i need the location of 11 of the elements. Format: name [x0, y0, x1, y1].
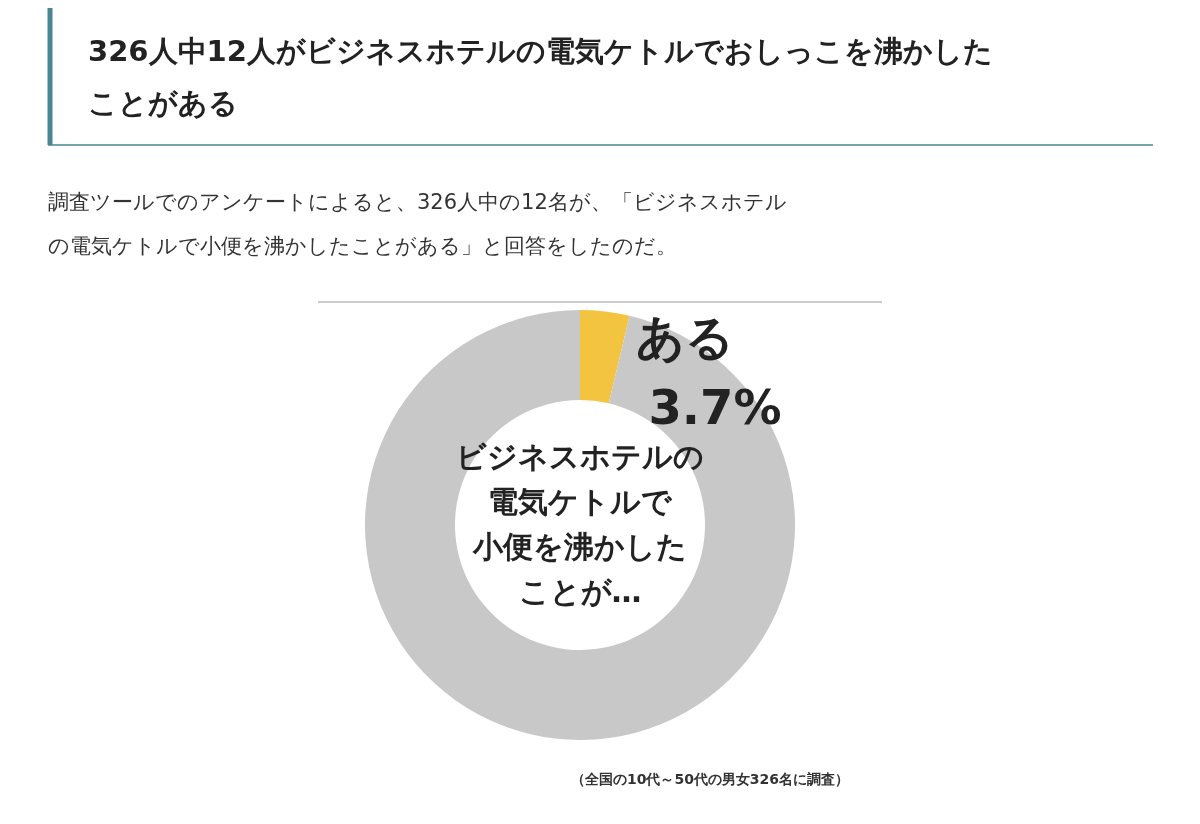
donut-slice: [580, 310, 630, 404]
text: ことが…: [518, 573, 642, 609]
chart-subtitle: 調査ツールでのアンケートによると、326人中の12名が、「ビジネスホテルの電気ケトルで小便を沸かしたことがある」と回答をしたのだ。: [48, 190, 787, 258]
text: 電気ケトルで: [488, 483, 673, 519]
slice-label: ある: [636, 309, 734, 365]
donut-slice: [365, 310, 795, 740]
data-label: 3.7%: [648, 379, 782, 435]
chart-title: 326人中12人がビジネスホテルの電気ケトルでおしっこを沸かしたことがある: [88, 34, 993, 120]
text: ビジネスホテルの: [456, 438, 704, 474]
text: 小便を沸かした: [472, 528, 687, 564]
text: （全国の10代～50代の男女326名に調査）: [570, 771, 850, 787]
